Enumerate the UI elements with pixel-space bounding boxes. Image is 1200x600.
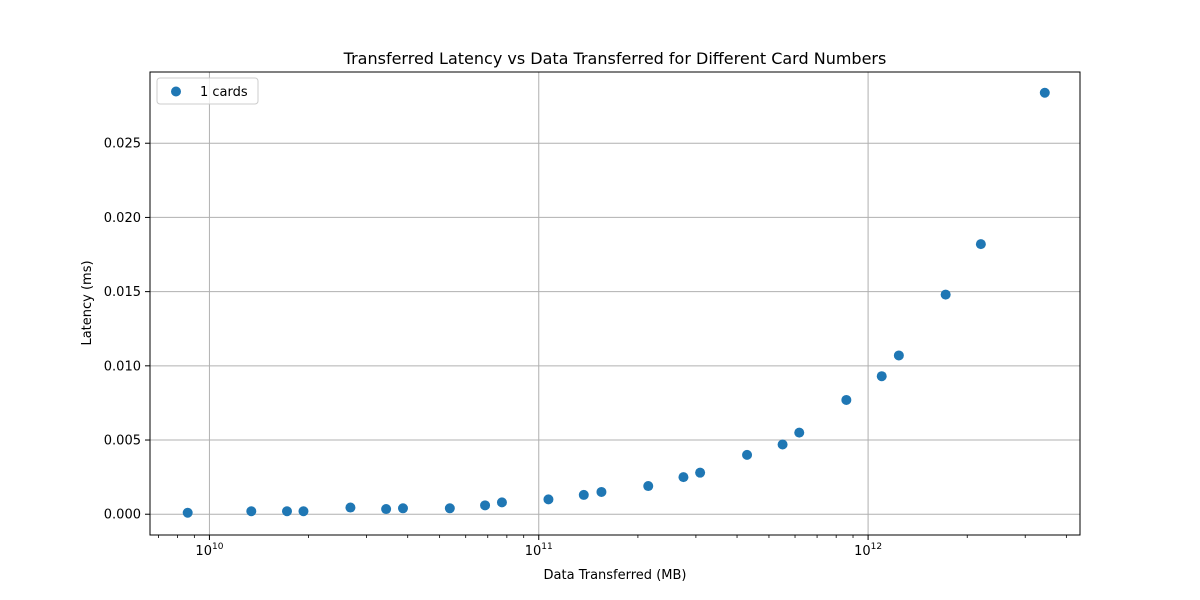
y-tick-label: 0.000	[104, 508, 141, 523]
data-point	[777, 439, 788, 450]
y-tick-label: 0.005	[104, 434, 141, 449]
data-point	[444, 503, 455, 514]
data-point	[298, 506, 309, 517]
data-point	[841, 394, 852, 405]
data-point	[893, 350, 904, 361]
data-point	[742, 449, 753, 460]
data-point	[345, 502, 356, 513]
data-point	[281, 506, 292, 517]
data-point	[940, 289, 951, 300]
data-point	[596, 486, 607, 497]
data-point	[695, 467, 706, 478]
axis-ticks: 1010 1011 1012 0.000 0.005 0.010 0.015 0.020 0.0…	[104, 137, 1067, 559]
data-point	[496, 497, 507, 508]
data-points	[182, 87, 1050, 518]
chart-title: Transferred Latency vs Data Transferred …	[343, 49, 887, 68]
plot-frame	[149, 71, 1081, 536]
x-tick-label: 1012	[854, 542, 882, 559]
x-axis-title: Data Transferred (MB)	[544, 568, 687, 583]
y-tick-label: 0.010	[104, 359, 141, 374]
y-tick-label: 0.015	[104, 285, 141, 300]
legend: 1 cards	[156, 77, 259, 105]
y-tick-label: 0.025	[104, 137, 141, 152]
data-point	[578, 489, 589, 500]
y-axis-title: Latency (ms)	[80, 260, 95, 345]
data-point	[794, 427, 805, 438]
x-tick-label: 1010	[195, 542, 223, 559]
data-point	[182, 507, 193, 518]
data-point	[975, 239, 986, 250]
legend-label: 1 cards	[200, 85, 248, 100]
y-tick-label: 0.020	[104, 211, 141, 226]
data-point	[543, 494, 554, 505]
data-point	[678, 472, 689, 483]
data-point	[397, 503, 408, 514]
data-point	[480, 500, 491, 511]
legend-marker	[171, 86, 181, 97]
legend-box	[156, 77, 259, 105]
data-point	[643, 481, 654, 492]
data-point	[1039, 87, 1050, 98]
x-tick-label: 1011	[525, 542, 553, 559]
data-point	[381, 504, 392, 515]
data-point	[246, 506, 257, 517]
data-point	[876, 371, 887, 382]
